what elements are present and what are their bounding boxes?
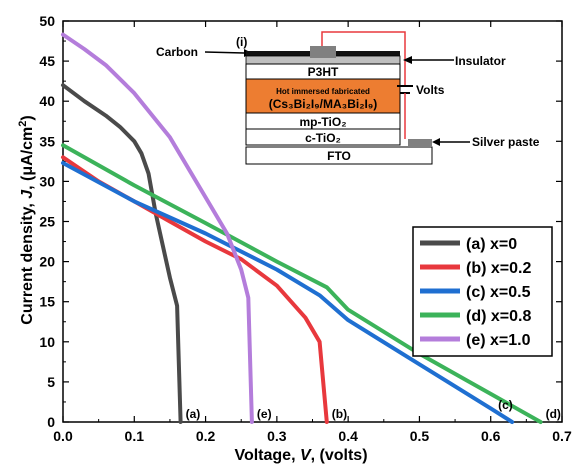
silver-paste-arrow-head	[432, 138, 440, 146]
series-layer	[61, 32, 543, 424]
y-tick-label: 50	[39, 13, 55, 29]
series-line-1	[61, 155, 329, 424]
volts-label: Volts	[416, 83, 445, 97]
x-tick-label: 0.1	[125, 428, 145, 444]
x-tick-label: 0.0	[53, 428, 73, 444]
inset-label: (i)	[236, 35, 247, 49]
absorber-title: Hot immersed fabricated	[276, 87, 370, 96]
legend-label: (b) x=0.2	[466, 260, 531, 277]
silver-paste-label: Silver paste	[472, 135, 540, 149]
curve-end-label: (a)	[186, 407, 201, 421]
legend-label: (e) x=1.0	[466, 332, 531, 349]
y-tick-label: 5	[47, 374, 55, 390]
insulator-label: Insulator	[455, 54, 506, 68]
legend-label: (a) x=0	[466, 236, 517, 253]
y-tick-label: 10	[39, 334, 55, 350]
y-tick-label: 35	[39, 133, 55, 149]
curve-end-labels: (a) (b) (c) (d) (e)	[186, 398, 561, 421]
y-tick-label: 0	[47, 414, 55, 430]
fto-layer	[245, 146, 433, 165]
y-tick-label: 30	[39, 173, 55, 189]
series-line-0	[61, 83, 183, 424]
silver-paste-contact	[408, 139, 432, 147]
x-tick-label: 0.5	[410, 428, 430, 444]
x-tick-label: 0.2	[196, 428, 216, 444]
carbon-arrow	[204, 51, 245, 54]
legend-label: (d) x=0.8	[466, 308, 531, 325]
curve-end-label: (e)	[257, 407, 272, 421]
x-tick-label: 0.3	[267, 428, 287, 444]
y-tick-label: 45	[39, 53, 55, 69]
legend: (a) x=0 (b) x=0.2 (c) x=0.5 (d) x=0.8 (e) x=…	[412, 226, 553, 357]
absorber-formula: (Cs₃Bi₂I₉/MA₃Bi₂I₉)	[269, 97, 378, 111]
y-tick-label: 25	[39, 214, 55, 230]
series-line-3	[61, 143, 543, 424]
p3ht-label: P3HT	[308, 65, 339, 79]
device-schematic-inset: (i) Carbon P3HT Hot immersed fabricated …	[156, 31, 540, 165]
y-axis-title: Current density, J, (μA/cm2)	[17, 115, 36, 324]
series-line-2	[61, 161, 515, 424]
c-tio2-layer	[245, 128, 401, 146]
y-tick-label: 40	[39, 93, 55, 109]
c-tio2-label: c-TiO₂	[305, 131, 341, 145]
curve-end-label: (c)	[498, 398, 513, 412]
y-tick-label: 20	[39, 254, 55, 270]
legend-label: (c) x=0.5	[466, 284, 531, 301]
circuit-wire-top	[321, 31, 406, 86]
x-axis-title: Voltage, V, (volts)	[234, 447, 367, 464]
plot-axes: 0.0 0.1 0.2 0.3 0.4 0.5 0.6 0.7 0 5 10 15 20 25 30 35 40…	[39, 13, 572, 444]
y-tick-label: 15	[39, 294, 55, 310]
x-tick-label: 0.4	[338, 428, 358, 444]
curve-end-label: (d)	[546, 407, 561, 421]
insulator-arrow-head	[403, 56, 412, 64]
x-tick-label: 0.6	[481, 428, 501, 444]
fto-label: FTO	[327, 149, 351, 163]
carbon-label: Carbon	[156, 45, 198, 59]
x-tick-label: 0.7	[552, 428, 572, 444]
top-contact	[310, 46, 336, 58]
mp-tio2-label: mp-TiO₂	[299, 115, 346, 129]
curve-end-label: (b)	[332, 407, 347, 421]
series-line-4	[61, 32, 254, 424]
